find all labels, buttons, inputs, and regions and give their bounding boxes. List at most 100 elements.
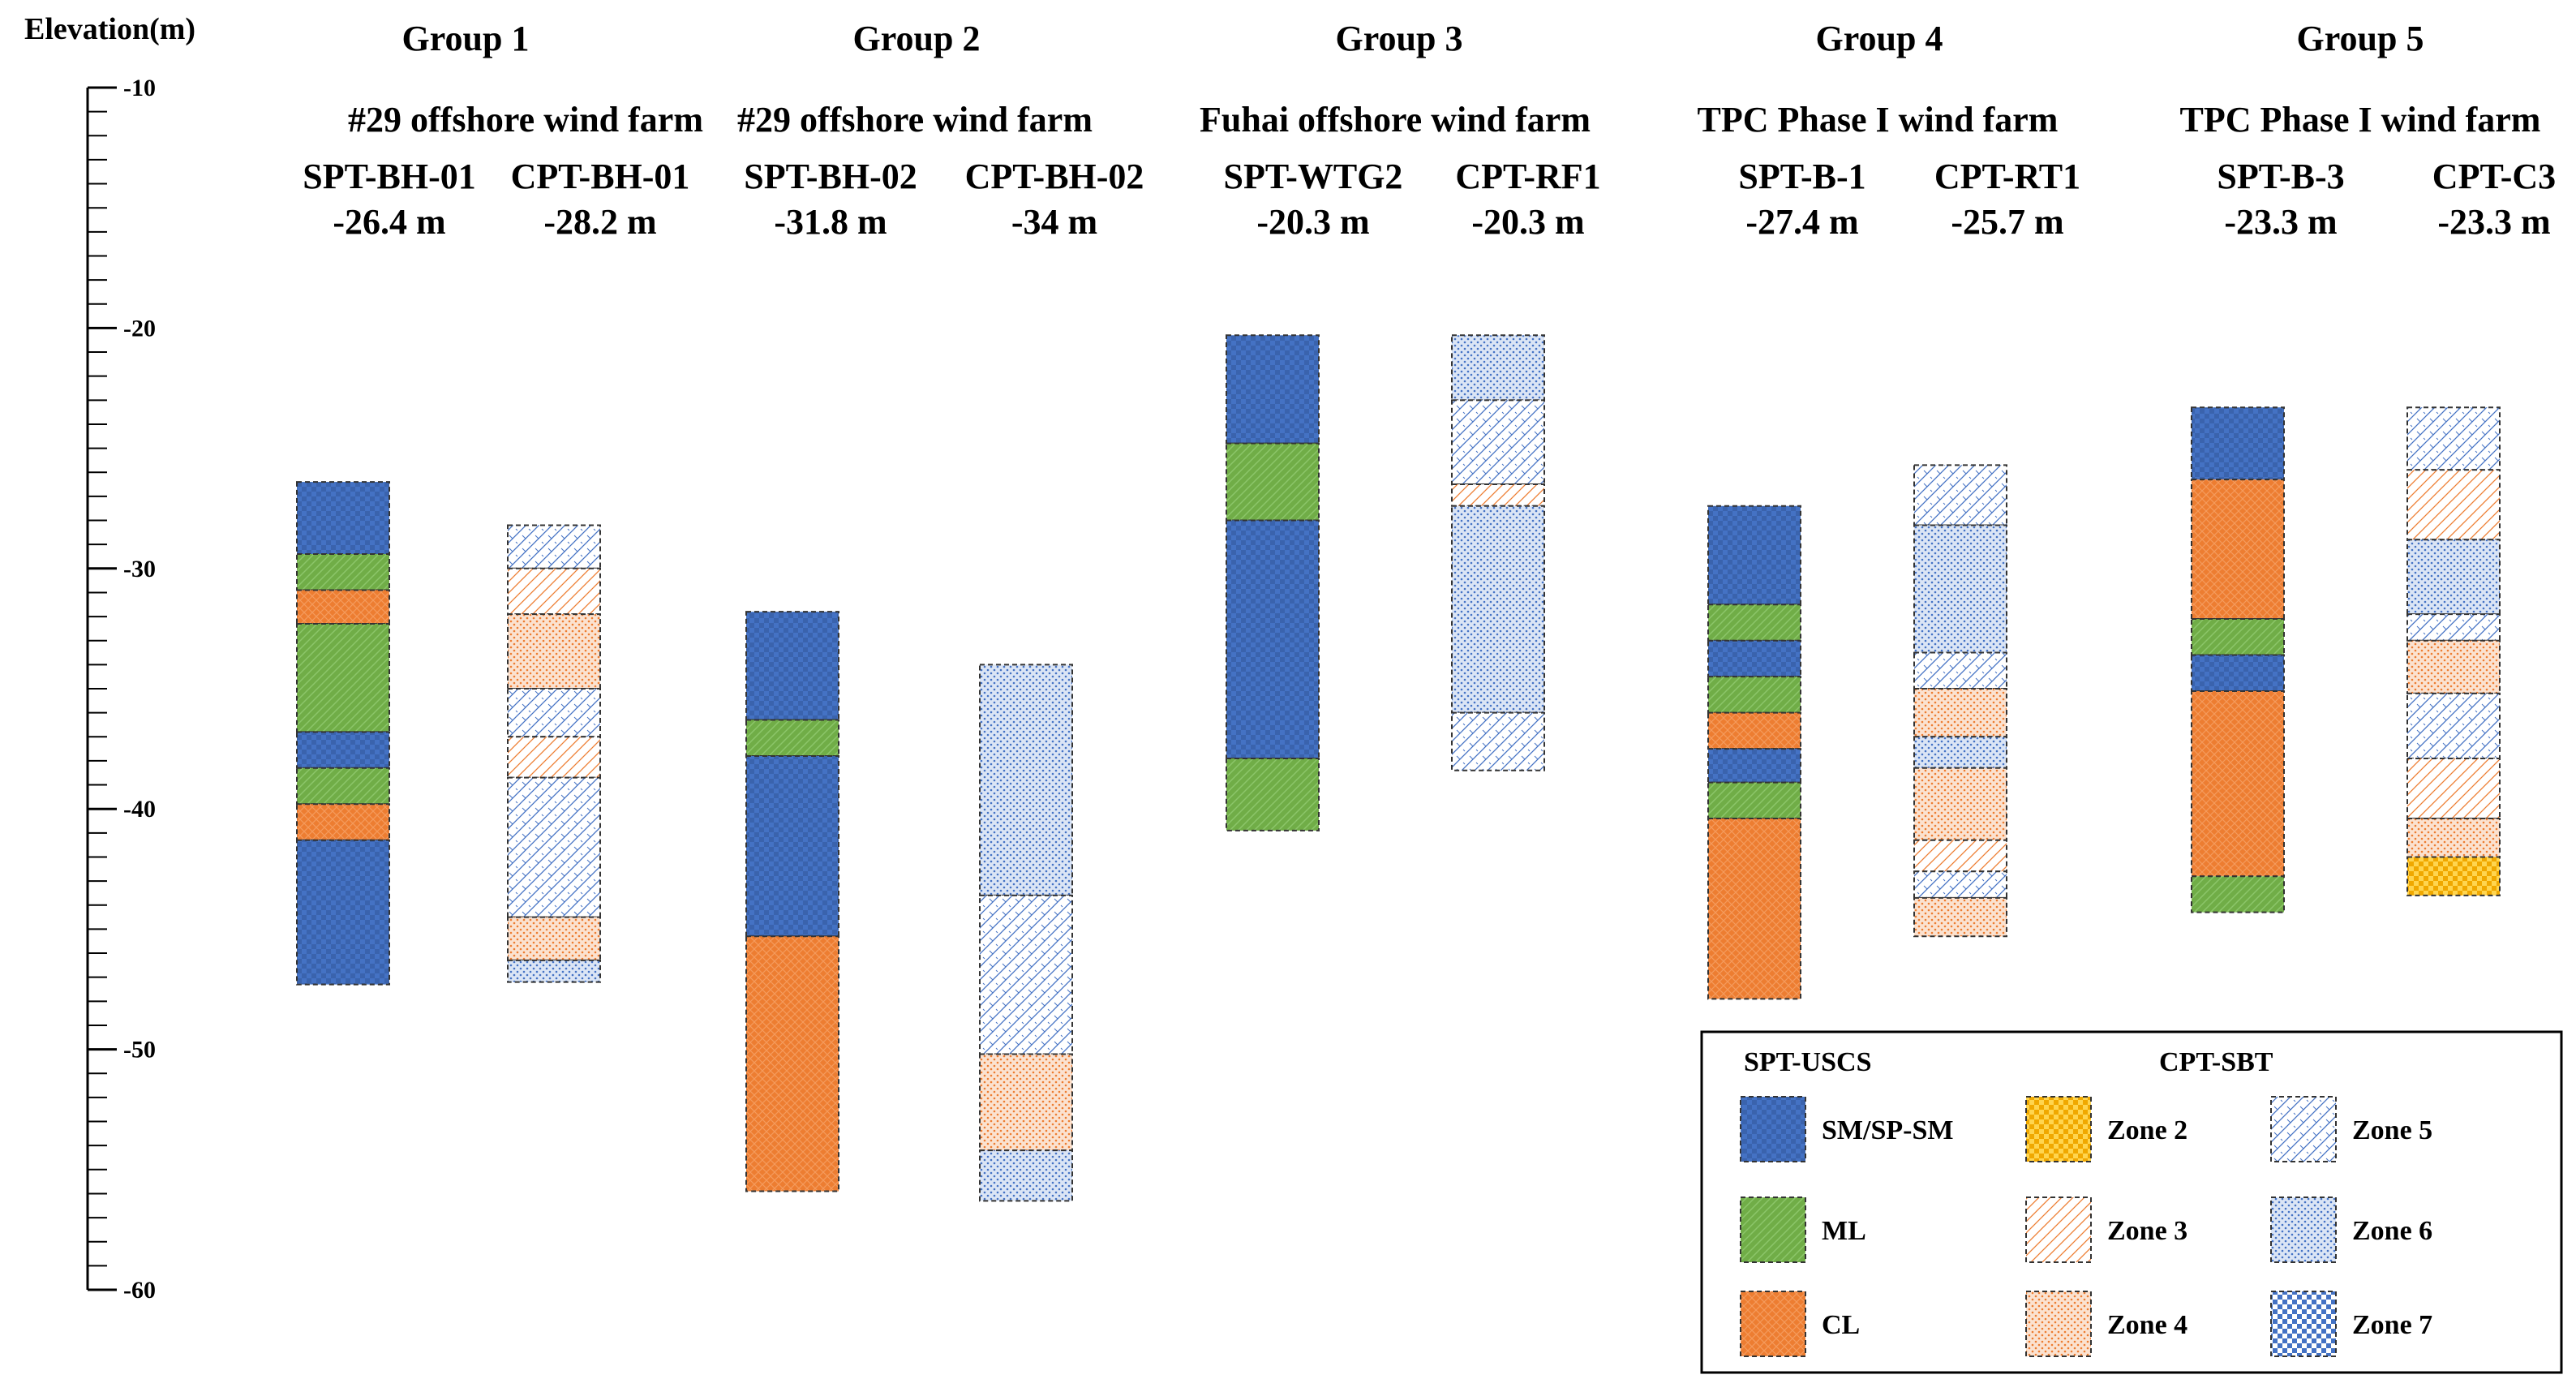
y-tick-label: -30	[123, 556, 156, 582]
group-4: Group 4 TPC Phase I wind farm SPT-B-1 -27.4…	[1698, 19, 2080, 1000]
layer-cl	[1707, 711, 1801, 750]
legend-label: ML	[1822, 1216, 1866, 1246]
layer-zone-5	[507, 776, 601, 918]
borehole-cpt-rt1: CPT-RT1 -25.7 m	[1913, 157, 2080, 938]
layer-zone-4	[507, 916, 601, 961]
legend-swatch	[1740, 1096, 1806, 1162]
legend-swatch	[1740, 1197, 1806, 1263]
ground-elevation: -31.8 m	[774, 202, 887, 242]
ground-elevation: -23.3 m	[2224, 202, 2337, 242]
group-title: Group 4	[1816, 19, 1943, 58]
layer-ml	[2191, 875, 2285, 913]
group-1: Group 1 #29 offshore wind farm SPT-BH-01 -2…	[296, 19, 703, 986]
y-tick-label: -60	[123, 1277, 156, 1304]
layer-zone-6	[1451, 334, 1545, 402]
legend-item-zone-6: Zone 6	[2270, 1197, 2432, 1263]
legend-item-zone-3: Zone 3	[2025, 1197, 2187, 1263]
layer-zone-6	[507, 959, 601, 983]
borehole-spt-wtg2: Fuhai offshore wind farm SPT-WTG2 -20.3 m	[1200, 100, 1591, 831]
layer-zone-6	[979, 664, 1073, 896]
layer-zone-4	[2406, 639, 2501, 694]
layer-zone-6	[1913, 524, 2007, 654]
layer-ml	[296, 553, 390, 591]
layer-zone-6	[1451, 505, 1545, 714]
layer-sm-sp-sm	[296, 839, 390, 986]
layer-zone-5	[507, 688, 601, 738]
layer-zone-6	[2406, 539, 2501, 616]
layer-sm-sp-sm	[745, 754, 839, 938]
y-axis-title: Elevation(m)	[24, 12, 195, 46]
layer-sm-sp-sm	[745, 611, 839, 721]
layer-ml	[1226, 442, 1320, 522]
legend-label: Zone 7	[2352, 1310, 2432, 1340]
ground-elevation: -34 m	[1011, 202, 1097, 242]
legend-item-zone-5: Zone 5	[2270, 1096, 2432, 1162]
layer-zone-3	[1451, 483, 1545, 507]
y-tick-label: -20	[123, 315, 156, 342]
layer-zone-6	[1913, 736, 2007, 769]
legend-label: Zone 4	[2107, 1310, 2187, 1340]
site-name: TPC Phase I wind farm	[1698, 100, 2059, 140]
borehole-groups: Group 1 #29 offshore wind farm SPT-BH-01 -2…	[296, 19, 2556, 1202]
layer-ml	[2191, 618, 2285, 656]
y-tick-label: -40	[123, 796, 156, 823]
legend-label: Zone 2	[2107, 1115, 2187, 1145]
layer-cl	[296, 803, 390, 841]
legend-swatch	[2270, 1096, 2337, 1162]
ground-elevation: -28.2 m	[543, 202, 656, 242]
legend-label: Zone 6	[2352, 1216, 2432, 1246]
borehole-cpt-c3: CPT-C3 -23.3 m	[2406, 157, 2556, 896]
layer-zone-3	[2406, 469, 2501, 541]
group-title: Group 5	[2297, 19, 2424, 58]
borehole-spt-b-1: TPC Phase I wind farm SPT-B-1 -27.4 m	[1698, 100, 2059, 1000]
borehole-spt-b-3: TPC Phase I wind farm SPT-B-3 -23.3 m	[2180, 100, 2540, 913]
borehole-spt-bh-02: #29 offshore wind farm SPT-BH-02 -31.8 m	[737, 100, 1093, 1192]
layer-zone-4	[979, 1053, 1073, 1152]
borehole-id: CPT-BH-02	[965, 157, 1144, 196]
legend: SPT-USCS CPT-SBT SM/SP-SM ML CL Zone 2 Zone 3 Z…	[1700, 1030, 2563, 1374]
layer-sm-sp-sm	[1707, 505, 1801, 606]
layer-zone-5	[507, 524, 601, 569]
layer-ml	[296, 767, 390, 806]
layer-zone-4	[1913, 896, 2007, 938]
elevation-axis: -10 -20 -30 -40 -50 -60	[86, 75, 156, 1304]
layer-zone-5	[1451, 399, 1545, 486]
layer-zone-4	[2406, 818, 2501, 858]
layer-zone-5	[1913, 870, 2007, 899]
layer-cl	[2191, 479, 2285, 621]
ground-elevation: -23.3 m	[2437, 202, 2550, 242]
legend-swatch	[2025, 1197, 2092, 1263]
layer-zone-5	[1913, 464, 2007, 526]
borehole-id: SPT-WTG2	[1224, 157, 1403, 196]
layer-sm-sp-sm	[296, 731, 390, 769]
layer-ml	[1707, 781, 1801, 820]
layer-ml	[1707, 604, 1801, 642]
legend-spt-title: SPT-USCS	[1744, 1047, 1871, 1077]
borehole-id: CPT-RT1	[1934, 157, 2080, 196]
layer-zone-3	[507, 736, 601, 779]
layer-zone-5	[2406, 613, 2501, 642]
legend-swatch	[2270, 1197, 2337, 1263]
layer-zone-5	[2406, 692, 2501, 759]
borehole-cpt-bh-01: CPT-BH-01 -28.2 m	[507, 157, 689, 983]
group-title: Group 3	[1336, 19, 1463, 58]
layer-zone-3	[1913, 839, 2007, 873]
legend-label: CL	[1822, 1310, 1860, 1340]
legend-box	[1700, 1030, 2563, 1374]
layer-zone-4	[1913, 688, 2007, 738]
layer-cl	[296, 589, 390, 625]
group-title: Group 2	[853, 19, 981, 58]
layer-cl	[745, 935, 839, 1192]
ground-elevation: -20.3 m	[1471, 202, 1584, 242]
borehole-cpt-bh-02: CPT-BH-02 -34 m	[965, 157, 1144, 1202]
legend-swatch	[2025, 1096, 2092, 1162]
layer-zone-5	[1451, 711, 1545, 771]
legend-swatch	[2270, 1291, 2337, 1357]
y-tick-label: -10	[123, 75, 156, 101]
group-5: Group 5 TPC Phase I wind farm SPT-B-3 -23.3…	[2180, 19, 2556, 913]
layer-zone-3	[507, 567, 601, 616]
layer-zone-5	[2406, 406, 2501, 471]
legend-item-zone-4: Zone 4	[2025, 1291, 2187, 1357]
legend-swatch	[2025, 1291, 2092, 1357]
